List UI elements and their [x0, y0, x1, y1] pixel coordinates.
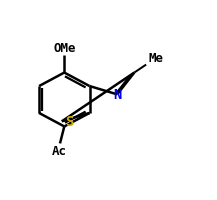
Text: OMe: OMe [53, 41, 76, 54]
Text: Ac: Ac [51, 145, 66, 158]
Text: S: S [65, 115, 73, 129]
Text: Me: Me [148, 51, 163, 64]
Text: N: N [113, 88, 121, 102]
